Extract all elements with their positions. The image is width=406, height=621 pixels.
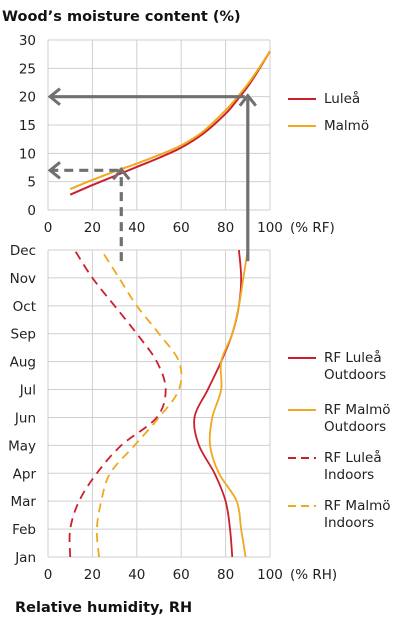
bottom-legend-item-2: RF Malmö Outdoors [288, 402, 391, 435]
bottom-chart-grid [47, 249, 271, 558]
bottom-series-line-3 [68, 249, 167, 558]
top-x-tick-label: 20 [84, 220, 101, 236]
bottom-x-tick-label: 40 [128, 567, 145, 583]
annotation-arrowhead-left-1 [47, 87, 61, 106]
bottom-legend-item-3-label: RF Luleå Indoors [324, 449, 382, 483]
bottom-x-tick-label: 20 [84, 567, 101, 583]
top-chart-title: Wood’s moisture content (%) [2, 9, 241, 25]
top-y-tick-label: 5 [27, 175, 36, 191]
bottom-y-tick-label: Nov [10, 271, 36, 287]
bottom-chart-legend: RF Luleå Outdoors RF Malmö Outdoors RF Luleå… [288, 349, 391, 531]
top-x-tick-label: 100 [257, 220, 283, 236]
bottom-y-tick-label: May [8, 438, 36, 454]
bottom-legend-item-4-label: RF Malmö Indoors [324, 498, 391, 531]
bottom-y-tick-label: Sep [11, 327, 36, 343]
top-x-tick-label: 60 [173, 220, 190, 236]
annotation-arrowhead-up-1 [238, 93, 257, 107]
top-legend-item-2-label: Malmö [324, 118, 369, 134]
top-y-tick-label: 0 [27, 203, 36, 219]
annotation-arrowhead-up-2 [112, 166, 131, 181]
top-y-tick-label: 20 [19, 90, 36, 106]
top-series-line-1 [69, 50, 271, 196]
annotation-arrows [47, 87, 257, 262]
top-x-tick-label: 40 [128, 220, 145, 236]
bottom-y-tick-label: Apr [13, 466, 37, 482]
bottom-y-tick-label: Jul [19, 383, 36, 399]
bottom-y-tick-label: Dec [10, 243, 36, 259]
top-chart-series [69, 50, 271, 196]
bottom-chart-series [68, 249, 249, 558]
bottom-x-tick-label: 0 [44, 567, 53, 583]
bottom-series-line-2 [208, 249, 249, 558]
bottom-y-tick-label: Oct [13, 299, 36, 315]
bottom-y-tick-label: Feb [12, 522, 36, 538]
top-y-tick-label: 30 [19, 33, 36, 49]
bottom-legend-item-1: RF Luleå Outdoors [288, 349, 386, 383]
top-y-tick-label: 10 [19, 146, 36, 162]
bottom-legend-item-1-label: RF Luleå Outdoors [324, 349, 386, 383]
bottom-y-tick-label: Jun [14, 410, 36, 426]
annotation-arrowhead-left-2 [47, 161, 61, 180]
bottom-x-tick-label: 100 [257, 567, 283, 583]
top-x-tick-label: 0 [44, 220, 53, 236]
bottom-legend-item-2-label: RF Malmö Outdoors [324, 402, 391, 435]
bottom-legend-item-4: RF Malmö Indoors [288, 498, 391, 531]
bottom-x-tick-label: 80 [217, 567, 234, 583]
bottom-chart-tick-labels: Jan Feb Mar Apr May Jun Jul Aug Sep Oct Nov Dec 0 20 4… [8, 243, 337, 583]
bottom-y-tick-label: Aug [10, 355, 36, 371]
top-legend-item-2: Malmö [288, 118, 369, 134]
bottom-x-tick-label: 60 [173, 567, 190, 583]
top-series-line-2 [69, 50, 271, 190]
top-chart-tick-labels: 0 5 10 15 20 25 30 0 20 40 60 80 100 (% RF) [19, 33, 335, 236]
top-x-unit-label: (% RF) [290, 220, 335, 236]
top-legend-item-1: Luleå [288, 90, 360, 107]
bottom-y-tick-label: Mar [11, 494, 37, 510]
top-chart-legend: Luleå Malmö [288, 90, 369, 134]
bottom-chart-xlabel: Relative humidity, RH [15, 600, 192, 616]
bottom-y-tick-label: Jan [14, 550, 36, 566]
top-y-tick-label: 25 [19, 61, 36, 77]
bottom-x-unit-label: (% RH) [290, 567, 337, 583]
bottom-series-line-4 [95, 249, 183, 558]
top-legend-item-1-label: Luleå [324, 90, 360, 107]
top-y-tick-label: 15 [19, 118, 36, 134]
top-x-tick-label: 80 [217, 220, 234, 236]
bottom-legend-item-3: RF Luleå Indoors [288, 449, 382, 483]
